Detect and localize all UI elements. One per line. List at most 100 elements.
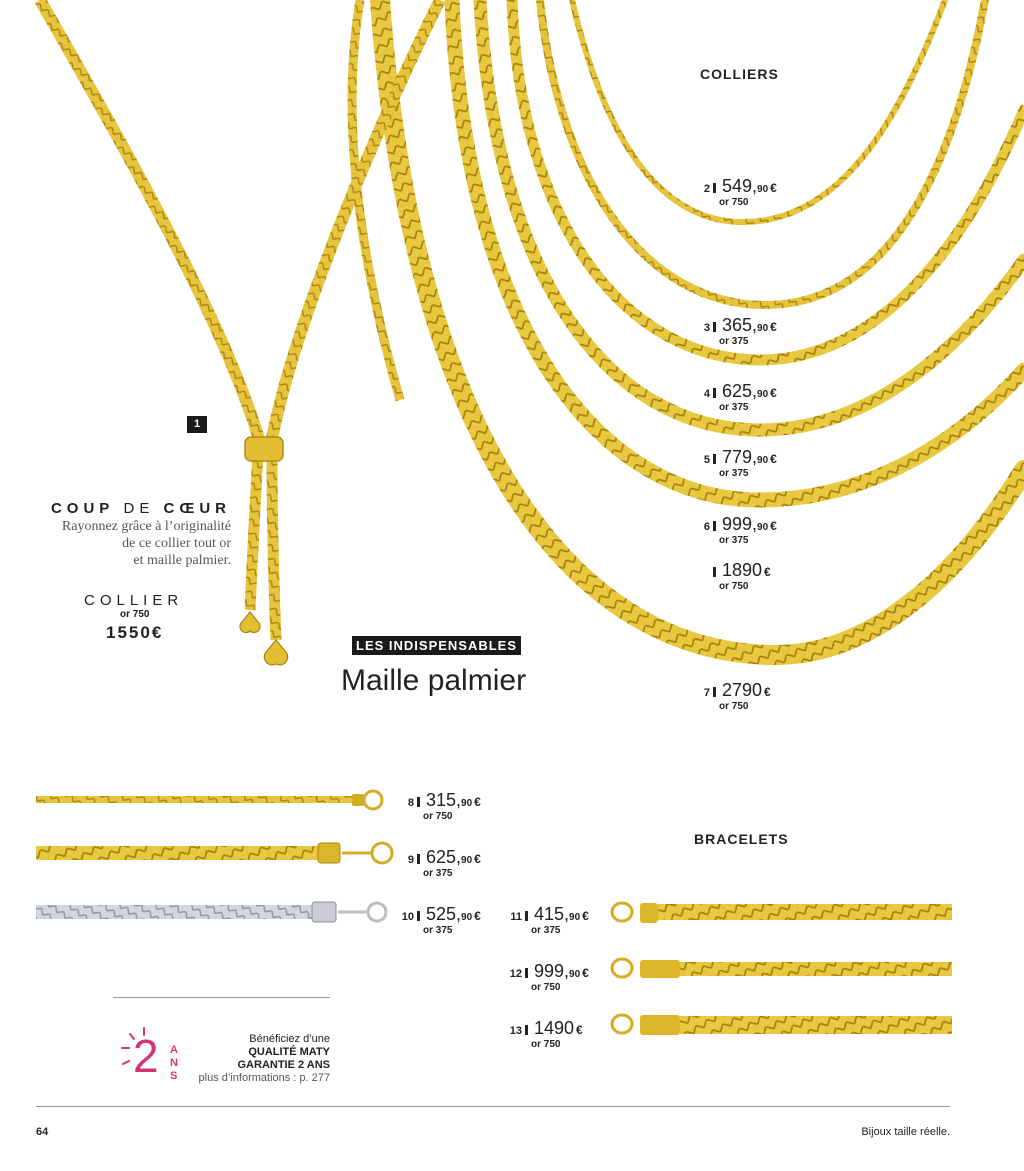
item-number: 11 xyxy=(510,911,522,923)
bracelet-12-clasp xyxy=(610,957,634,979)
price-currency: € xyxy=(474,909,481,923)
price-integer: 415, xyxy=(534,904,570,924)
price-tag-necklace-6-variant: 1890 € or 750 xyxy=(696,560,771,592)
price-tag-bracelet-12: 12 999, 90 € or 750 xyxy=(508,961,589,993)
price-tag-necklace-7: 7 2790 € or 750 xyxy=(696,680,771,712)
price-currency: € xyxy=(764,565,771,579)
heart-charm-a xyxy=(239,611,261,634)
guarantee-ans: ANS xyxy=(170,1044,178,1082)
page-number: 64 xyxy=(36,1126,49,1138)
price-integer: 1890 xyxy=(722,560,763,580)
guarantee-line-1: Bénéficiez d’une xyxy=(249,1033,330,1045)
price-marker xyxy=(525,968,528,978)
price-integer: 525, xyxy=(426,904,462,924)
metal-grade: or 375 xyxy=(423,925,453,936)
item-badge-1: 1 xyxy=(187,416,207,433)
price-decimal: 90 xyxy=(461,855,473,866)
price-currency: € xyxy=(770,386,777,400)
price-integer: 1490 xyxy=(534,1018,575,1038)
coup-word: COUP xyxy=(50,500,115,517)
price-integer: 2790 xyxy=(722,680,763,700)
bracelet-13-clasp xyxy=(610,1013,634,1035)
metal-grade: or 750 xyxy=(719,701,749,712)
price-currency: € xyxy=(770,519,777,533)
item-number: 7 xyxy=(703,687,710,699)
guarantee-number: 2 xyxy=(133,1030,159,1082)
de-word: DE xyxy=(123,500,155,517)
price-decimal: 90 xyxy=(569,969,581,980)
colliers-title: COLLIERS xyxy=(700,66,779,82)
necklace-4 xyxy=(506,0,1024,366)
price-marker xyxy=(713,322,716,332)
metal-grade: or 375 xyxy=(719,336,749,347)
featured-description: Rayonnez grâce à l’originalité de ce col… xyxy=(62,518,231,569)
bracelet-8 xyxy=(36,796,356,803)
featured-necklace-left-strand xyxy=(34,0,268,452)
price-currency: € xyxy=(770,181,777,195)
collier-label: COLLIER xyxy=(84,592,184,609)
featured-price: 1550€ xyxy=(106,623,163,643)
price-integer: 999, xyxy=(534,961,570,981)
necklace-2 xyxy=(569,0,948,226)
price-marker xyxy=(713,567,716,577)
price-marker xyxy=(417,854,420,864)
price-currency: € xyxy=(576,1023,583,1037)
price-tag-bracelet-9: 9 625, 90 € or 375 xyxy=(400,847,481,879)
featured-necklace-drop-a xyxy=(244,454,264,611)
item-number: 5 xyxy=(703,454,710,466)
price-integer: 625, xyxy=(426,847,462,867)
price-decimal: 90 xyxy=(757,184,769,195)
coeur-word: CŒUR xyxy=(163,500,231,517)
featured-metal: or 750 xyxy=(120,609,150,620)
item-number: 9 xyxy=(407,854,414,866)
page-title: Maille palmier xyxy=(341,664,527,697)
price-marker xyxy=(417,797,420,807)
item-number: 6 xyxy=(703,521,710,533)
price-integer: 365, xyxy=(722,315,758,335)
price-integer: 779, xyxy=(722,447,758,467)
price-tag-necklace-5: 5 779, 90 € or 375 xyxy=(696,447,777,479)
necklace-5 xyxy=(473,0,1024,437)
price-currency: € xyxy=(474,795,481,809)
bracelet-12 xyxy=(680,962,952,976)
bracelets-title: BRACELETS xyxy=(694,831,789,847)
price-currency: € xyxy=(582,966,589,980)
desc-line-3: et maille palmier. xyxy=(133,553,231,568)
bracelet-9 xyxy=(36,846,326,860)
item-number: 10 xyxy=(401,911,414,923)
price-currency: € xyxy=(474,852,481,866)
metal-grade: or 375 xyxy=(719,402,749,413)
price-tag-bracelet-13: 13 1490 € or 750 xyxy=(508,1018,583,1050)
metal-grade: or 375 xyxy=(719,468,749,479)
heart-charm-b xyxy=(263,639,289,666)
price-currency: € xyxy=(764,685,771,699)
price-decimal: 90 xyxy=(757,389,769,400)
price-integer: 999, xyxy=(722,514,758,534)
price-currency: € xyxy=(770,452,777,466)
sun-rays-icon xyxy=(121,1027,145,1065)
desc-line-1: Rayonnez grâce à l’originalité xyxy=(61,519,231,534)
metal-grade: or 750 xyxy=(531,1039,561,1050)
guarantee-link[interactable]: plus d’informations : p. 277 xyxy=(198,1072,330,1084)
necklace-6 xyxy=(444,0,1024,508)
price-tag-necklace-4: 4 625, 90 € or 375 xyxy=(696,381,777,413)
price-tag-bracelet-11: 11 415, 90 € or 375 xyxy=(508,904,589,936)
price-decimal: 90 xyxy=(569,912,581,923)
metal-grade: or 375 xyxy=(719,535,749,546)
coup-de-coeur-heading: COUP DE CŒUR xyxy=(51,500,231,517)
featured-necklace-cross-strand xyxy=(347,0,405,402)
price-decimal: 90 xyxy=(757,522,769,533)
price-currency: € xyxy=(770,320,777,334)
metal-grade: or 375 xyxy=(423,868,453,879)
item-number: 8 xyxy=(407,797,414,809)
price-marker xyxy=(417,911,420,921)
bracelet-10 xyxy=(36,905,326,919)
featured-price-currency: € xyxy=(151,623,164,642)
price-integer: 625, xyxy=(722,381,758,401)
bracelet-13 xyxy=(680,1016,952,1034)
footer-note: Bijoux taille réelle. xyxy=(861,1126,950,1138)
bracelet-11-clasp xyxy=(610,901,634,923)
item-number: 3 xyxy=(703,322,710,334)
metal-grade: or 375 xyxy=(531,925,561,936)
